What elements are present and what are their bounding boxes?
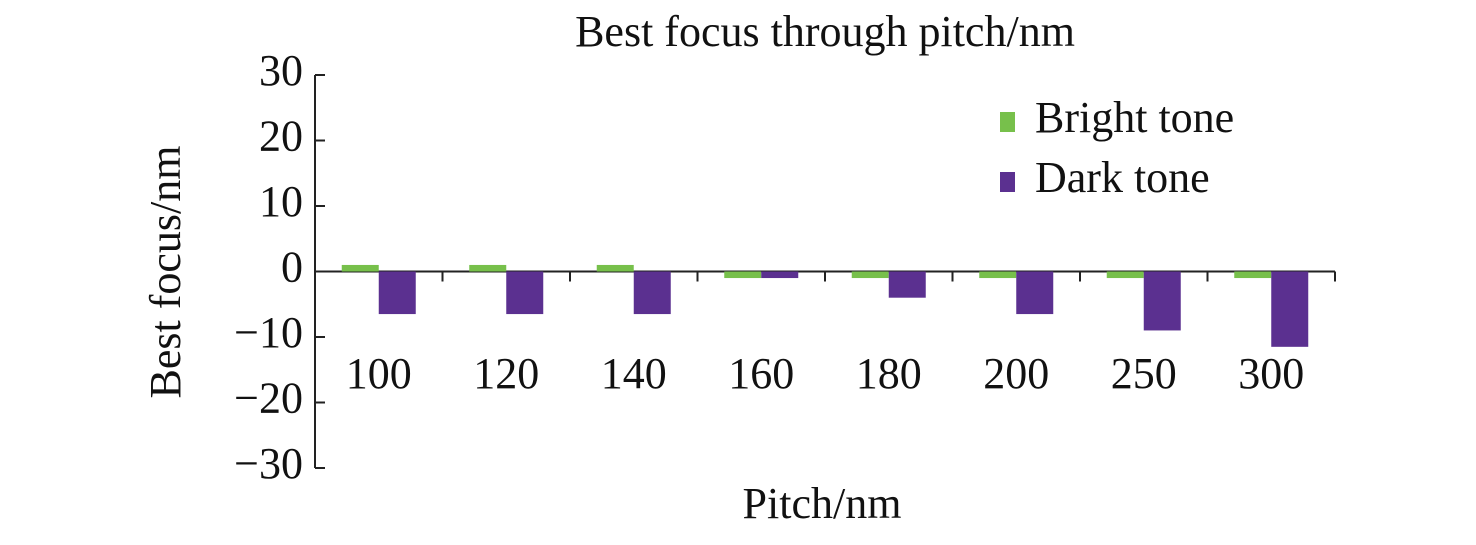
x-tick-label: 160 xyxy=(728,349,794,398)
x-tick-label: 250 xyxy=(1111,349,1177,398)
legend-swatch xyxy=(1000,112,1015,132)
y-tick-label: 20 xyxy=(259,112,303,161)
y-tick-label: 0 xyxy=(281,243,303,292)
bar xyxy=(851,271,889,279)
bar xyxy=(633,271,671,315)
bar xyxy=(596,264,634,272)
x-tick-label: 140 xyxy=(601,349,667,398)
bar xyxy=(1234,271,1272,279)
x-tick-label: 180 xyxy=(856,349,922,398)
x-axis-label: Pitch/nm xyxy=(743,479,902,528)
bar xyxy=(761,271,799,279)
bar xyxy=(888,271,926,298)
y-tick-label: 30 xyxy=(259,46,303,95)
bar xyxy=(1271,271,1309,347)
legend-label: Bright tone xyxy=(1035,93,1234,142)
x-tick-label: 200 xyxy=(983,349,1049,398)
x-tick-label: 300 xyxy=(1238,349,1304,398)
legend-swatch xyxy=(1000,172,1015,192)
bar xyxy=(506,271,544,315)
bar xyxy=(341,264,379,272)
bar xyxy=(979,271,1017,279)
y-tick-label: −20 xyxy=(234,374,303,423)
y-tick-label: 10 xyxy=(259,177,303,226)
y-tick-label: −30 xyxy=(234,439,303,488)
bar xyxy=(469,264,507,272)
bar xyxy=(724,271,762,279)
y-axis-label: Best focus/nm xyxy=(141,146,190,399)
bar xyxy=(1016,271,1054,315)
bar xyxy=(1106,271,1144,279)
bar xyxy=(378,271,416,315)
chart-title: Best focus through pitch/nm xyxy=(575,7,1075,56)
x-tick-label: 100 xyxy=(346,349,412,398)
legend-label: Dark tone xyxy=(1035,153,1210,202)
x-tick-label: 120 xyxy=(473,349,539,398)
bar xyxy=(1143,271,1181,331)
y-tick-label: −10 xyxy=(234,308,303,357)
